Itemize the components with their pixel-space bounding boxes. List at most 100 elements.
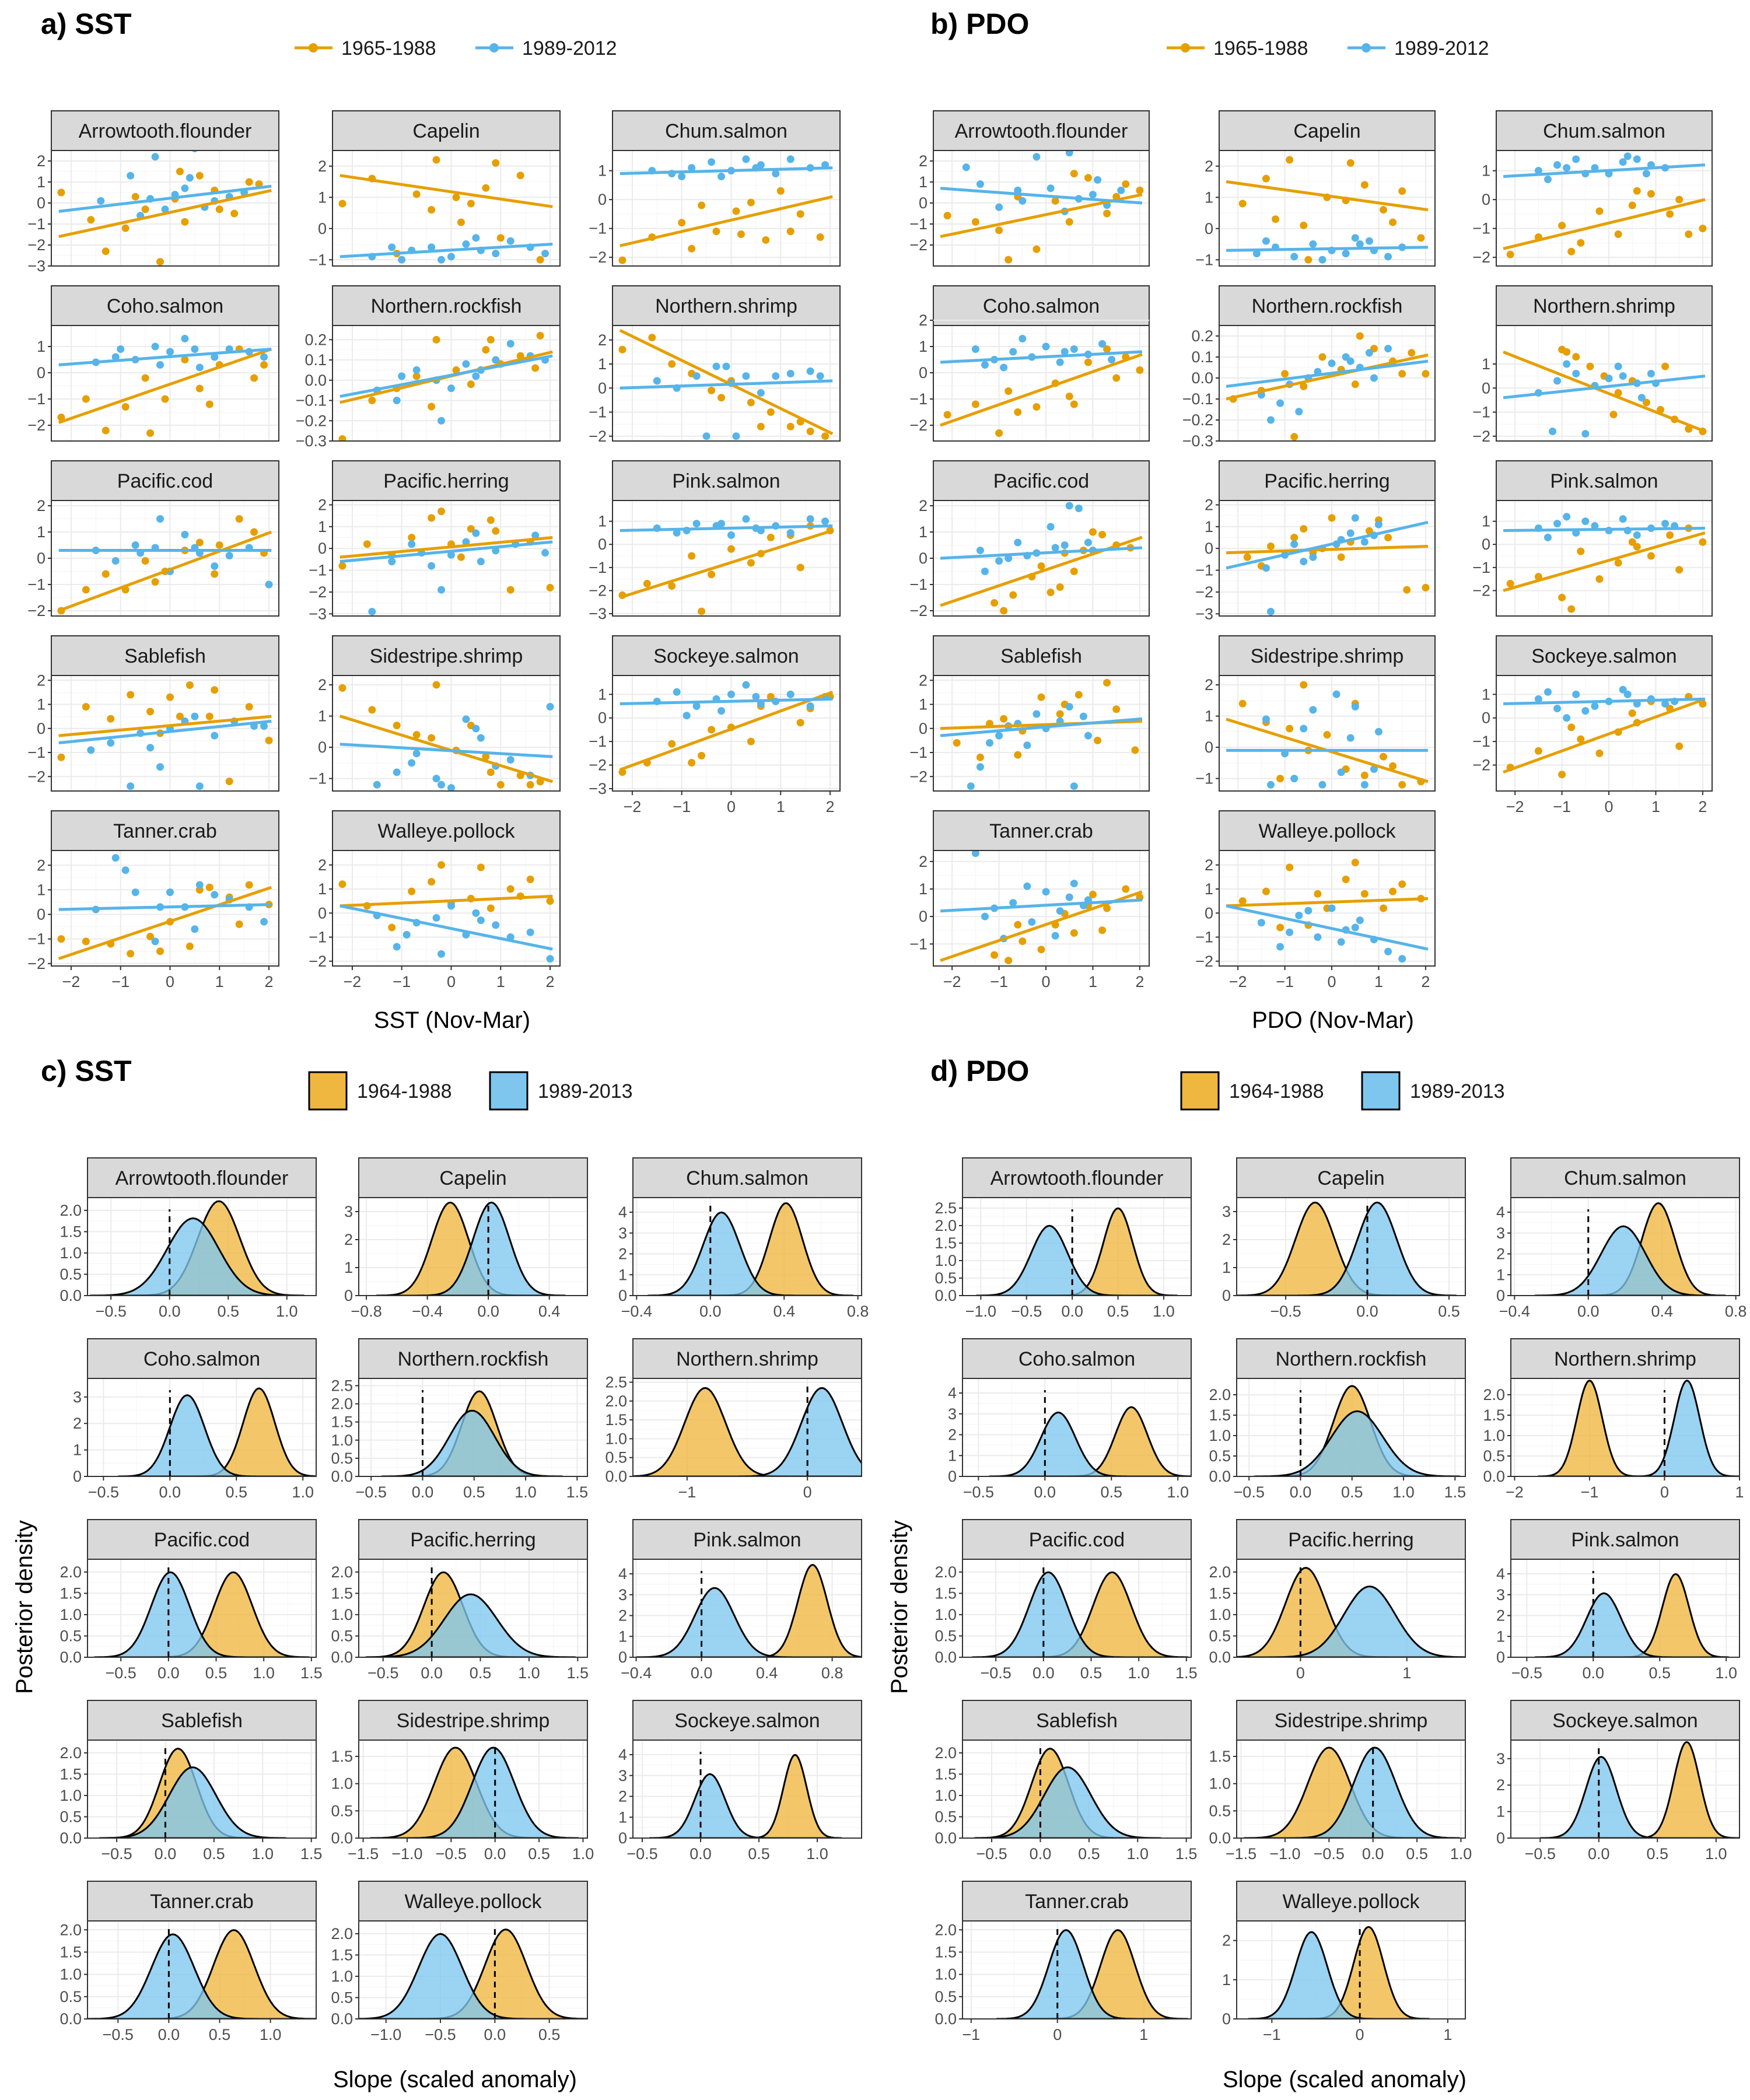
facet-strip xyxy=(1236,1881,1466,1922)
point-early xyxy=(146,708,155,716)
y-tick-label: 1.5 xyxy=(331,1413,353,1431)
x-tick-label: −2 xyxy=(624,798,642,816)
x-tick-label: 0.0 xyxy=(690,1845,712,1863)
facet-b-sidestripe-shrimp: Sidestripe.shrimp −1 0 1 2 xyxy=(1195,635,1436,792)
y-tick-label: 1.0 xyxy=(60,1787,82,1804)
point-early xyxy=(1014,408,1022,416)
point-early xyxy=(1290,534,1298,542)
point-early xyxy=(368,706,376,714)
facet-strip xyxy=(1219,110,1436,151)
point-late xyxy=(786,370,794,377)
plot-frame xyxy=(1496,150,1713,267)
point-late xyxy=(692,702,701,710)
point-late xyxy=(1384,947,1392,956)
density-late xyxy=(359,1933,528,2019)
y-tick-label: 0 xyxy=(919,364,928,382)
density-late xyxy=(996,1929,1136,2019)
plot-frame xyxy=(332,150,561,267)
plot-area xyxy=(618,329,834,440)
y-tick-label: 2.0 xyxy=(605,1392,627,1410)
facet-strip xyxy=(612,635,841,676)
panel-b-title: b) PDO xyxy=(930,8,1029,40)
point-early xyxy=(1595,749,1604,757)
point-early xyxy=(506,885,514,893)
point-early xyxy=(1000,607,1008,615)
plot-frame xyxy=(1219,325,1436,442)
y-tick-label: 2.0 xyxy=(1483,1386,1505,1404)
y-tick-label: 1 xyxy=(919,523,928,541)
x-tick-label: 1.5 xyxy=(566,1483,589,1501)
point-early xyxy=(1074,691,1083,699)
point-early xyxy=(1567,605,1576,613)
x-tick-label: 0 xyxy=(1042,973,1051,991)
point-late xyxy=(971,345,979,353)
trend-line-early xyxy=(1503,198,1706,250)
facet-strip-label: Sablefish xyxy=(1036,1710,1118,1732)
facet-a-chum-salmon: Chum.salmon −2 −1 0 1 xyxy=(589,110,841,267)
facet-d-pacific-herring: Pacific.herring 0.0 0.5 1.0 1.5 2.0 0 1 xyxy=(1209,1519,1466,1682)
x-tick-label: −0.5 xyxy=(626,1845,657,1863)
point-late xyxy=(673,528,681,537)
facet-strip xyxy=(87,1157,317,1198)
facet-strip xyxy=(358,1700,588,1741)
plot-background xyxy=(332,326,560,441)
plot-area xyxy=(1535,1202,1726,1296)
point-late xyxy=(742,515,750,523)
point-early xyxy=(1666,210,1674,218)
x-tick-label: −0.5 xyxy=(101,1845,132,1863)
facet-c-tanner-crab: Tanner.crab 0.0 0.5 1.0 1.5 2.0 −0.5 0.0 0.5 1.0 xyxy=(60,1881,317,2043)
point-late xyxy=(786,528,794,537)
point-early xyxy=(82,586,90,594)
y-tick-label: 1 xyxy=(618,1628,627,1645)
x-tick-label: 1 xyxy=(776,798,785,816)
y-tick-label: −2 xyxy=(589,757,607,774)
legend-panel-b: 1965-1988 1989-2012 xyxy=(1167,37,1489,60)
trend-line-late xyxy=(620,379,833,390)
plot-area xyxy=(370,1745,579,1838)
facet-a-capelin: Capelin −1 0 1 2 xyxy=(309,110,561,268)
point-early xyxy=(131,192,139,201)
x-tick-label: 0.0 xyxy=(158,1664,180,1682)
point-early xyxy=(1037,946,1045,954)
point-late xyxy=(1365,349,1373,357)
point-late xyxy=(1544,176,1552,183)
y-tick-label: −1 xyxy=(1195,770,1213,788)
plot-area xyxy=(618,681,834,776)
y-tick-label: 2.0 xyxy=(935,1217,957,1234)
x-tick-label: −1.0 xyxy=(1269,1845,1300,1863)
point-late xyxy=(1309,553,1317,561)
facet-strip-label: Chum.salmon xyxy=(665,120,788,142)
point-early xyxy=(156,258,164,266)
point-early xyxy=(747,559,755,567)
point-early xyxy=(1276,775,1284,783)
y-tick-label: 0.5 xyxy=(1209,1802,1231,1819)
y-tick-label: 0.5 xyxy=(60,1988,82,2006)
point-late xyxy=(1619,372,1627,380)
point-early xyxy=(205,883,214,891)
plot-frame xyxy=(1496,500,1713,617)
y-tick-label: 1.0 xyxy=(935,1966,957,1983)
point-late xyxy=(1019,335,1027,342)
x-tick-label: −0.5 xyxy=(1314,1845,1345,1863)
point-early xyxy=(747,198,755,206)
facet-strip xyxy=(1219,810,1436,851)
trend-line-early xyxy=(58,886,272,960)
facet-strip-label: Arrowtooth.flounder xyxy=(79,120,252,142)
point-late xyxy=(1384,253,1392,261)
x-tick-label: −0.5 xyxy=(1234,1483,1265,1501)
point-early xyxy=(1647,190,1655,198)
facet-strip-label: Pacific.herring xyxy=(1288,1529,1413,1551)
y-tick-label: 1 xyxy=(919,880,928,898)
y-tick-label: −0.2 xyxy=(296,412,327,429)
plot-area xyxy=(57,681,273,790)
density-late xyxy=(648,1211,796,1296)
point-late xyxy=(166,348,174,356)
point-late xyxy=(1563,164,1571,172)
point-early xyxy=(230,209,239,218)
y-tick-label: 1 xyxy=(1222,1971,1231,1989)
point-late xyxy=(673,688,681,696)
point-early xyxy=(412,731,421,739)
point-late xyxy=(447,902,455,910)
x-tick-label: 0.0 xyxy=(159,1303,181,1320)
